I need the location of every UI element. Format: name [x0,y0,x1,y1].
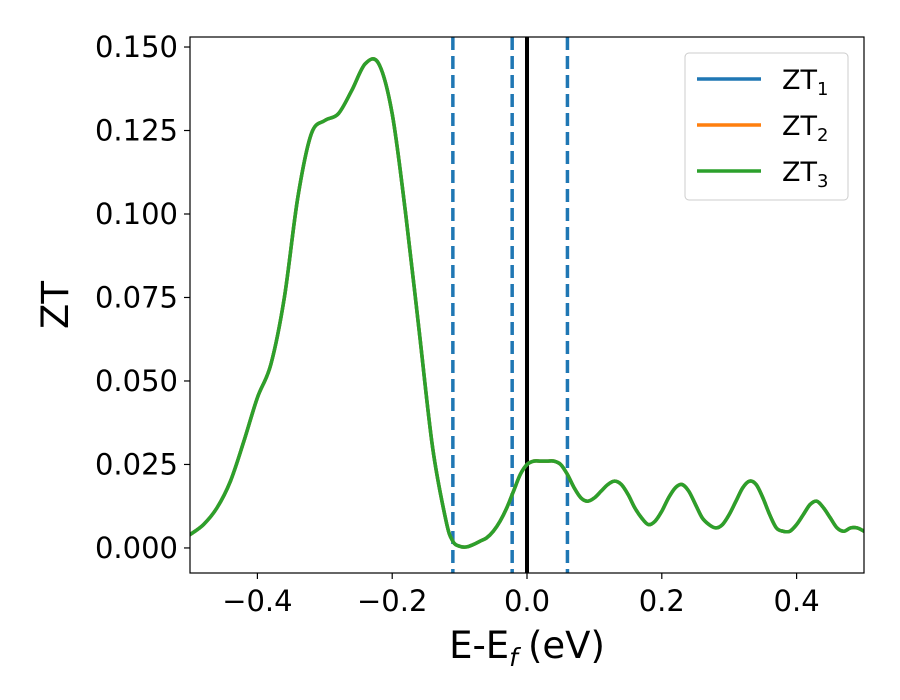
x-axis-label: E-Ef (eV) [449,624,605,672]
legend-label-1: ZT1 [782,65,828,100]
y-axis-ticks: 0.000 0.025 0.050 0.075 0.100 0.125 0.150 [95,30,190,565]
x-axis-label-subscript: f [509,643,521,672]
y-axis-label: ZT [34,281,77,329]
y-tick-label: 0.050 [95,364,178,398]
series-layer [190,57,864,549]
x-tick-label: 0.4 [774,584,820,618]
y-tick-label: 0.150 [95,30,178,64]
vertical-reference-lines [451,37,570,573]
x-tick-label: −0.2 [357,584,427,618]
series-line-3 [190,57,864,549]
x-tick-label: 0.0 [504,584,550,618]
legend-label-3: ZT3 [782,157,828,192]
legend: ZT1 ZT2 ZT3 [684,52,849,201]
x-axis-ticks: −0.4 −0.2 0.0 0.2 0.4 [222,573,820,618]
x-tick-label: 0.2 [639,584,685,618]
y-tick-label: 0.100 [95,197,178,231]
y-tick-label: 0.125 [95,114,178,148]
y-tick-label: 0.075 [95,280,178,314]
x-tick-label: −0.4 [222,584,292,618]
legend-label-2: ZT2 [782,111,828,146]
y-tick-label: 0.025 [95,447,178,481]
legend-frame [684,52,849,201]
y-tick-label: 0.000 [95,531,178,565]
